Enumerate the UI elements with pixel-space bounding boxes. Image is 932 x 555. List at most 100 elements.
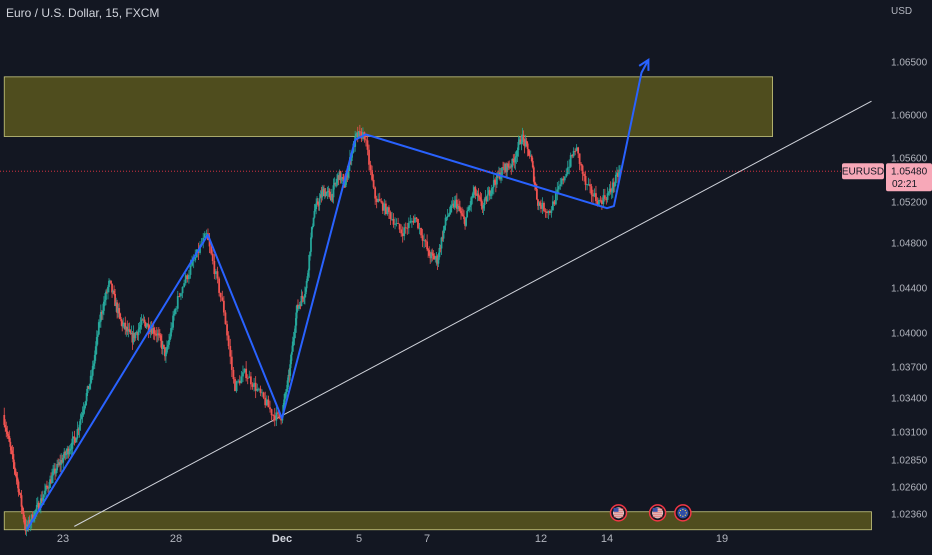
candle — [158, 329, 161, 338]
candle — [104, 292, 106, 307]
candle — [68, 445, 71, 457]
candle — [155, 326, 158, 343]
candle — [452, 200, 455, 209]
ascending-trendline[interactable] — [74, 100, 872, 527]
candle — [12, 446, 15, 470]
candle — [378, 192, 381, 202]
candle — [125, 326, 128, 337]
candle — [168, 334, 170, 349]
candle — [76, 421, 79, 440]
candle — [253, 377, 255, 392]
candle — [178, 292, 181, 298]
events-layer[interactable] — [609, 504, 692, 522]
candle — [418, 222, 421, 235]
candle — [238, 375, 241, 386]
candle — [571, 154, 574, 159]
candle — [515, 150, 518, 164]
candle — [19, 493, 22, 499]
candle — [468, 205, 471, 213]
candle — [326, 186, 329, 200]
candle — [133, 332, 136, 342]
candle — [64, 450, 67, 461]
candle — [186, 273, 189, 283]
candle — [315, 198, 318, 215]
candle — [109, 279, 111, 284]
candle — [27, 516, 30, 532]
candle — [100, 310, 103, 320]
candle — [230, 350, 233, 378]
candle — [275, 407, 278, 426]
candle — [24, 517, 27, 535]
candle — [147, 317, 150, 339]
candle — [608, 184, 611, 196]
price-axis-currency[interactable]: USD — [891, 6, 913, 17]
candle — [269, 400, 271, 413]
candle — [144, 321, 147, 329]
candle — [273, 408, 276, 427]
candle — [72, 436, 75, 445]
time-tick-label: 28 — [170, 533, 182, 545]
us-flag-icon[interactable] — [648, 504, 667, 522]
candle — [94, 341, 97, 361]
chart-title[interactable]: Euro / U.S. Dollar, 15, FXCM — [6, 6, 160, 20]
candle — [264, 391, 267, 408]
candle — [187, 270, 190, 284]
candle — [363, 131, 366, 143]
candle — [290, 353, 292, 368]
candle — [592, 189, 594, 204]
candle — [50, 472, 52, 485]
eu-flag-icon[interactable] — [674, 504, 692, 522]
candle — [261, 389, 263, 397]
candle — [435, 251, 438, 266]
candle — [447, 213, 450, 217]
candle — [600, 197, 603, 210]
candle — [313, 203, 316, 219]
candle — [380, 198, 383, 204]
candle — [517, 135, 520, 157]
zone-rectangle-1[interactable] — [3, 511, 872, 531]
candle — [9, 438, 12, 455]
candle — [590, 183, 593, 203]
candle — [464, 218, 466, 230]
candle — [366, 133, 369, 156]
candle — [267, 395, 270, 408]
symbol-badge-text: EURUSD — [842, 167, 884, 178]
price-axis[interactable]: 1.02360 1.02600 1.02850 1.03100 1.03400 1.037… — [884, 0, 932, 550]
projection-path[interactable] — [25, 59, 650, 531]
candle — [431, 248, 434, 262]
candle — [414, 214, 416, 223]
candle — [208, 232, 211, 254]
candle — [20, 489, 23, 515]
candle — [251, 382, 254, 390]
candle — [482, 202, 485, 215]
candle — [40, 491, 43, 504]
candle — [97, 319, 100, 336]
candle — [124, 316, 127, 335]
zone-rectangle-0[interactable] — [3, 76, 773, 137]
candle — [524, 134, 527, 148]
candle — [613, 181, 616, 193]
candle — [75, 437, 78, 443]
candle — [477, 188, 480, 201]
candle — [86, 385, 89, 397]
candle — [136, 331, 139, 341]
candle — [184, 273, 187, 286]
candle — [60, 453, 63, 472]
candle — [427, 248, 430, 258]
candle — [490, 184, 493, 200]
candle — [171, 322, 173, 333]
candle — [58, 459, 61, 467]
candle — [526, 141, 529, 157]
candle — [481, 201, 484, 213]
candle — [529, 150, 532, 157]
candle — [242, 365, 244, 382]
candle — [256, 383, 259, 393]
us-flag-icon[interactable] — [609, 504, 628, 522]
candle — [455, 193, 458, 214]
time-axis[interactable]: 23 28 Dec 5 7 12 14 19 — [57, 533, 728, 545]
price-tick-label: 1.06000 — [891, 111, 928, 122]
candle — [211, 249, 214, 265]
